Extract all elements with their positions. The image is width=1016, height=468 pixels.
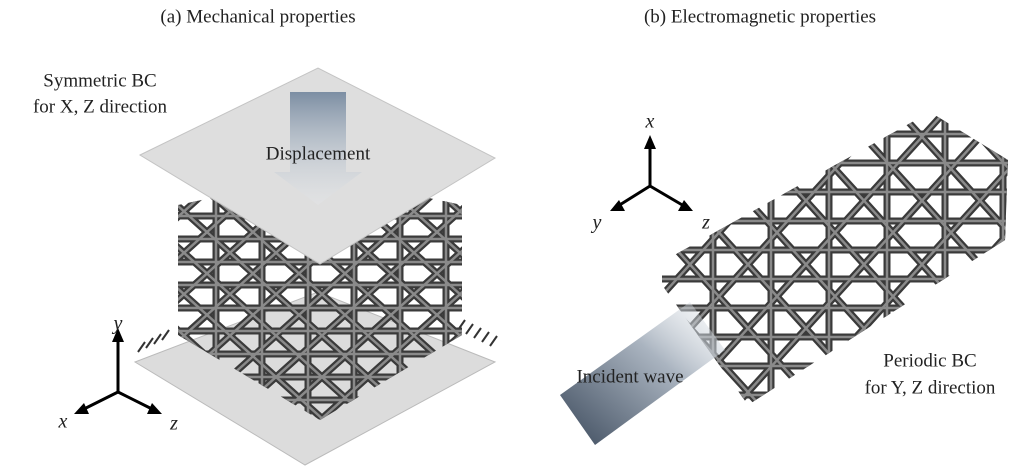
strut xyxy=(0,170,92,425)
axis-label: x xyxy=(58,411,68,433)
axis-label: y xyxy=(112,313,123,335)
strut xyxy=(0,170,184,425)
axis-label: z xyxy=(169,413,178,435)
figure: (a) Mechanical properties (b) Electromag… xyxy=(0,0,1016,468)
strut xyxy=(0,170,53,425)
bc-label: Periodic BC xyxy=(883,350,976,371)
panel-title: (b) Electromagnetic properties xyxy=(644,6,876,27)
strut xyxy=(0,170,145,425)
bc-label: for Y, Z direction xyxy=(865,377,996,398)
strut xyxy=(1009,105,1016,410)
axis-triad xyxy=(82,338,154,410)
load-label: Displacement xyxy=(266,143,371,164)
strut xyxy=(0,170,191,425)
strut xyxy=(0,170,92,425)
axis-label: y xyxy=(591,212,602,234)
axis-label: z xyxy=(701,212,710,234)
strut xyxy=(0,170,46,425)
strut xyxy=(0,170,191,425)
strut xyxy=(1009,105,1016,410)
strut xyxy=(0,170,99,425)
wave-label: Incident wave xyxy=(576,366,683,387)
strut xyxy=(0,170,145,425)
panel-title: (a) Mechanical properties xyxy=(160,6,355,27)
strut xyxy=(0,170,53,425)
strut xyxy=(0,170,184,425)
bc-label: Symmetric BC xyxy=(43,70,156,91)
strut xyxy=(0,170,46,425)
axis-triad xyxy=(618,146,684,206)
bc-label: for X, Z direction xyxy=(33,96,168,117)
axis-label: x xyxy=(645,111,655,133)
strut xyxy=(0,170,99,425)
